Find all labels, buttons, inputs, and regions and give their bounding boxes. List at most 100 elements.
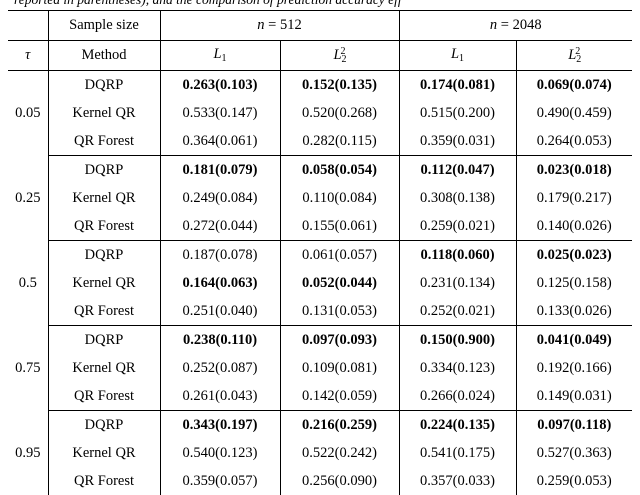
value-cell: 0.259(0.053) <box>516 467 632 495</box>
method-name: Kernel QR <box>48 184 161 212</box>
metric-header: L22 <box>280 40 400 71</box>
value-cell: 0.541(0.175) <box>399 439 517 467</box>
value-cell: 0.264(0.053) <box>516 127 632 156</box>
value-cell: 0.164(0.063) <box>160 269 281 297</box>
value-cell: 0.334(0.123) <box>399 354 517 382</box>
method-name: DQRP <box>48 70 161 99</box>
table-caption-clipped: reported in parentheses), and the compar… <box>0 0 640 10</box>
tau-value: 0.5 <box>8 240 49 326</box>
value-cell: 0.343(0.197) <box>160 410 281 439</box>
value-cell: 0.097(0.093) <box>280 325 400 354</box>
table-row: 0.95 DQRP 0.343(0.197) 0.216(0.259) 0.224(0.… <box>8 410 632 495</box>
value-cell: 0.527(0.363) <box>536 444 612 461</box>
value-cell: 0.041(0.049) <box>536 331 612 348</box>
method-name: QR Forest <box>48 467 161 495</box>
method-name: Kernel QR <box>48 99 161 127</box>
value-cell: 0.097(0.118) <box>537 416 612 433</box>
method-name: Kernel QR <box>48 354 161 382</box>
method-name: QR Forest <box>48 127 161 156</box>
value-cell: 0.359(0.031) <box>399 127 517 156</box>
tau-value: 0.25 <box>8 155 49 241</box>
value-cell: 0.216(0.259) <box>280 410 400 439</box>
value-cell: 0.251(0.040) <box>160 297 281 326</box>
value-cell: 0.533(0.147) <box>160 99 281 127</box>
method-name: Kernel QR <box>48 439 161 467</box>
value-cell: 0.261(0.043) <box>160 382 281 411</box>
value-cell: 0.152(0.135) <box>280 70 400 99</box>
value-cell: 0.058(0.054) <box>280 155 400 184</box>
value-cell: 0.357(0.033) <box>399 467 517 495</box>
value-cell: 0.252(0.087) <box>160 354 281 382</box>
value-cell: 0.025(0.023) <box>536 246 612 263</box>
table-row: QR Forest 0.251(0.040) 0.131(0.053) 0.252(0… <box>8 297 632 326</box>
value-cell: 0.142(0.059) <box>280 382 400 411</box>
method-name: QR Forest <box>48 382 161 411</box>
value-cell: 0.252(0.021) <box>399 297 517 326</box>
table-body: 0.05 DQRP 0.263(0.103) 0.152(0.135) 0.174(0.… <box>8 70 632 495</box>
value-cell: 0.272(0.044) <box>160 212 281 241</box>
value-cell: 0.125(0.158) <box>536 274 612 291</box>
value-cell: 0.364(0.061) <box>160 127 281 156</box>
table-row: 0.25 DQRP 0.181(0.079) 0.058(0.054) 0.112(0.… <box>8 155 632 241</box>
method-name: DQRP <box>48 410 161 439</box>
results-table: Sample size n = 512 n = 2048 τ Method L1… <box>8 10 632 495</box>
method-name: QR Forest <box>48 297 161 326</box>
value-cell: 0.069(0.074) <box>536 76 612 93</box>
table-row: QR Forest 0.359(0.057) 0.256(0.090) 0.357(0… <box>8 467 632 495</box>
method-name: Kernel QR <box>48 269 161 297</box>
value-cell: 0.109(0.081) <box>280 354 400 382</box>
tau-header: τ <box>8 40 49 71</box>
value-cell: 0.520(0.268) <box>280 99 400 127</box>
metric-header: L22 <box>516 40 632 71</box>
table-row: Kernel QR 0.533(0.147) 0.520(0.268) 0.515(0… <box>8 99 632 127</box>
value-cell: 0.359(0.057) <box>160 467 281 495</box>
table-row: QR Forest 0.261(0.043) 0.142(0.059) 0.266(0… <box>8 382 632 411</box>
value-cell: 0.522(0.242) <box>280 439 400 467</box>
method-header: Method <box>48 40 161 71</box>
metric-header: L1 <box>160 40 281 71</box>
value-cell: 0.179(0.217) <box>536 189 612 206</box>
method-name: DQRP <box>48 325 161 354</box>
table-row: 0.5 DQRP 0.187(0.078) 0.061(0.057) 0.118(0.0… <box>8 240 632 326</box>
value-cell: 0.238(0.110) <box>160 325 281 354</box>
value-cell: 0.174(0.081) <box>399 70 517 99</box>
caption-text: reported in parentheses), and the compar… <box>14 0 626 8</box>
value-cell: 0.112(0.047) <box>399 155 517 184</box>
table-row: 0.05 DQRP 0.263(0.103) 0.152(0.135) 0.174(0.… <box>8 70 632 156</box>
method-name: QR Forest <box>48 212 161 241</box>
n2048-header: n = 2048 <box>399 10 632 41</box>
value-cell: 0.118(0.060) <box>399 240 517 269</box>
header-row-columns: τ Method L1 L22 L1 L22 <box>8 40 632 71</box>
value-cell: 0.192(0.166) <box>536 359 612 376</box>
tau-value: 0.95 <box>8 410 49 495</box>
blank-corner-cell <box>8 10 49 41</box>
tau-value: 0.75 <box>8 325 49 411</box>
method-name: DQRP <box>48 155 161 184</box>
value-cell: 0.490(0.459) <box>536 104 612 121</box>
method-name: DQRP <box>48 240 161 269</box>
table-header: Sample size n = 512 n = 2048 τ Method L1… <box>8 10 632 71</box>
value-cell: 0.023(0.018) <box>536 161 612 178</box>
value-cell: 0.282(0.115) <box>280 127 400 156</box>
value-cell: 0.231(0.134) <box>399 269 517 297</box>
value-cell: 0.515(0.200) <box>399 99 517 127</box>
value-cell: 0.155(0.061) <box>280 212 400 241</box>
value-cell: 0.110(0.084) <box>280 184 400 212</box>
tau-value: 0.05 <box>8 70 49 156</box>
value-cell: 0.259(0.021) <box>399 212 517 241</box>
n512-header: n = 512 <box>160 10 400 41</box>
value-cell: 0.149(0.031) <box>516 382 632 411</box>
value-cell: 0.256(0.090) <box>280 467 400 495</box>
table-row: Kernel QR 0.540(0.123) 0.522(0.242) 0.541(0… <box>8 439 632 467</box>
table-row: 0.75 DQRP 0.238(0.110) 0.097(0.093) 0.150(0.… <box>8 325 632 411</box>
value-cell: 0.133(0.026) <box>516 297 632 326</box>
value-cell: 0.131(0.053) <box>280 297 400 326</box>
value-cell: 0.140(0.026) <box>516 212 632 241</box>
table-row: Kernel QR 0.252(0.087) 0.109(0.081) 0.334(0… <box>8 354 632 382</box>
sample-size-label: Sample size <box>48 10 161 41</box>
value-cell: 0.263(0.103) <box>160 70 281 99</box>
value-cell: 0.187(0.078) <box>160 240 281 269</box>
value-cell: 0.150(0.900) <box>399 325 517 354</box>
value-cell: 0.308(0.138) <box>399 184 517 212</box>
